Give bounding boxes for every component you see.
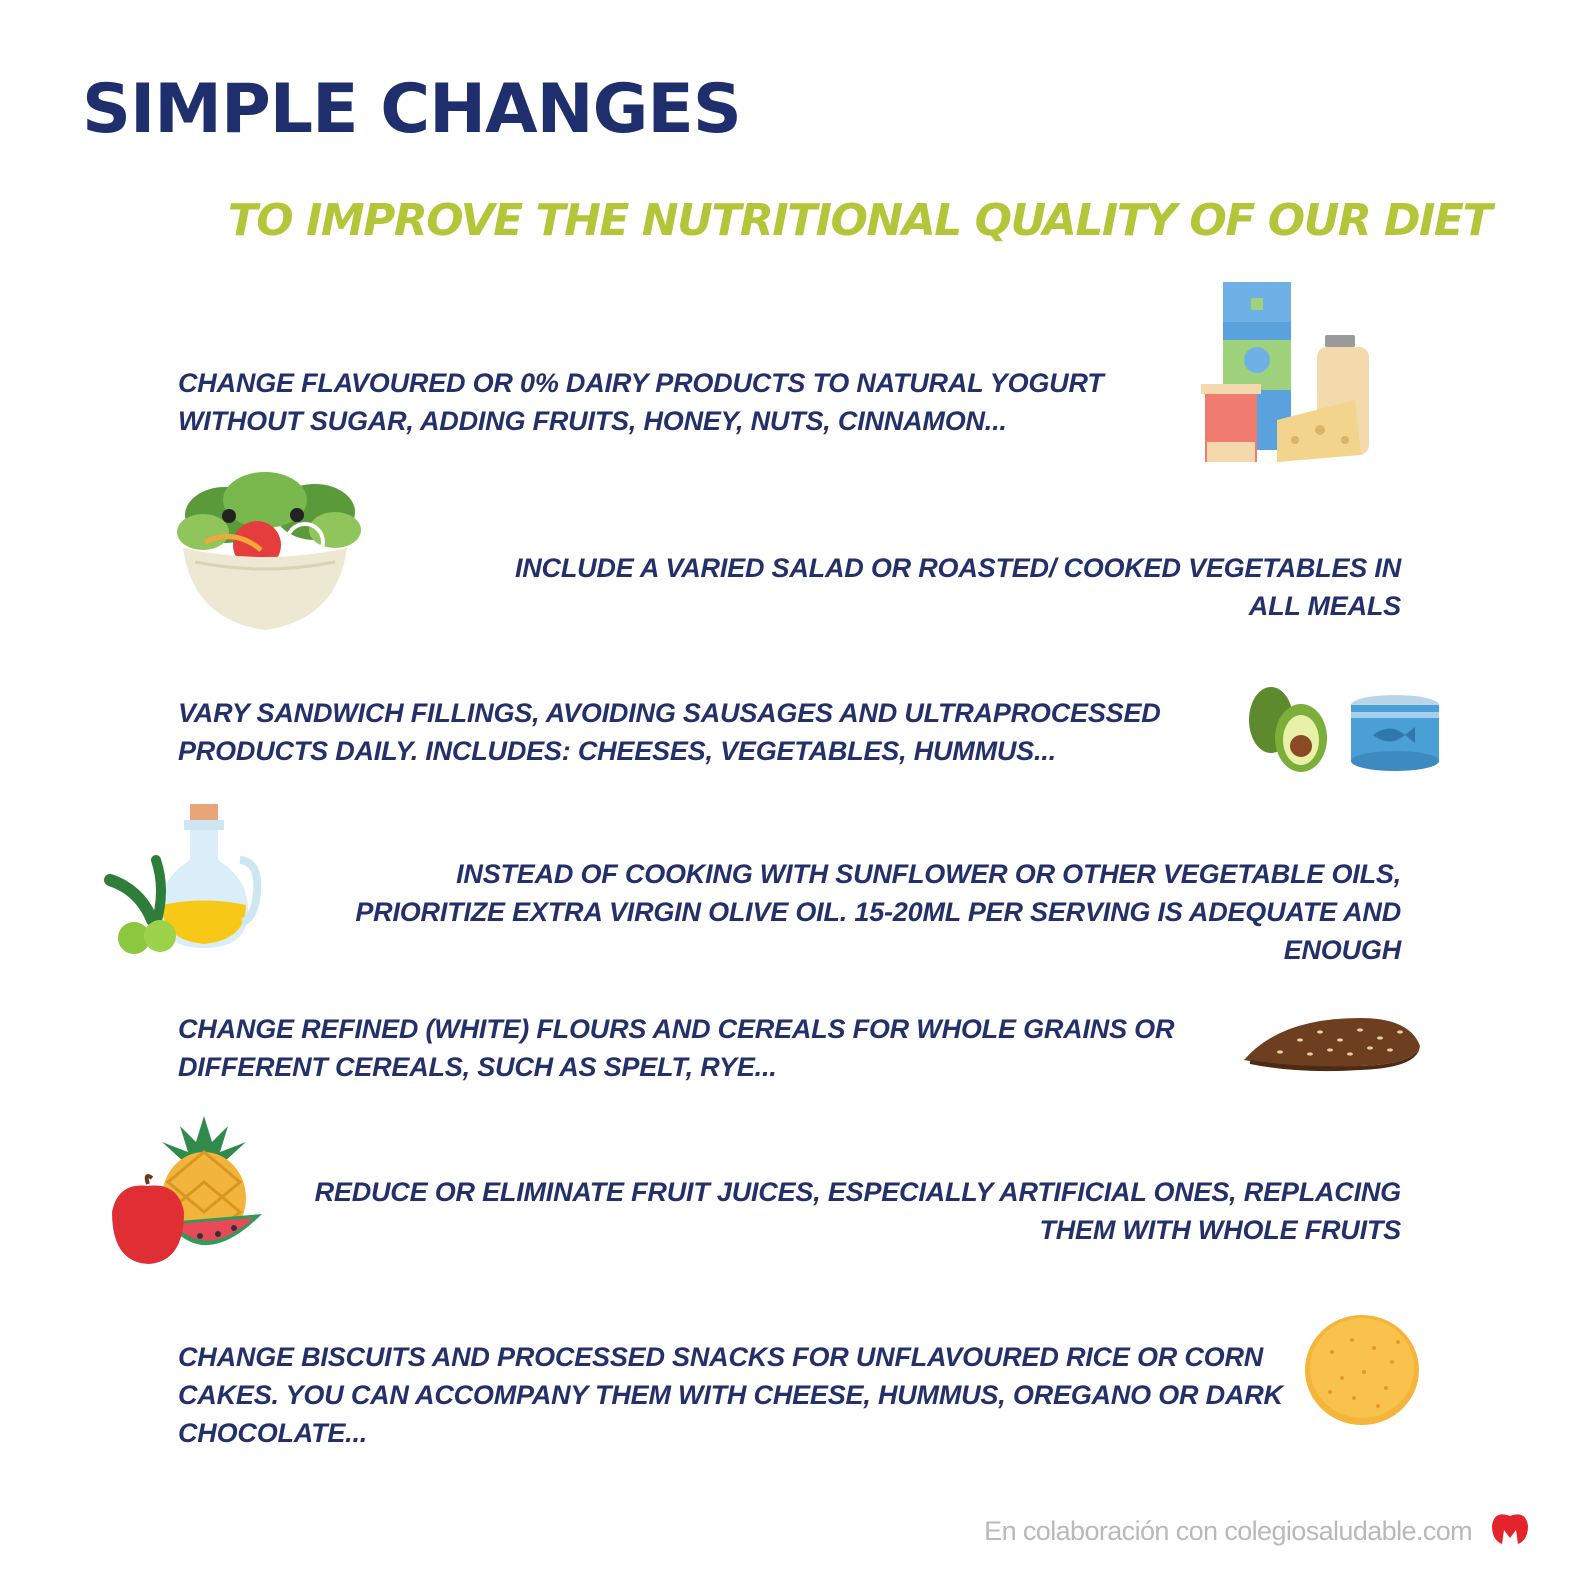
page-subtitle: TO IMPROVE THE NUTRITIONAL QUALITY OF OU…: [227, 195, 1493, 246]
salad-bowl-icon: [177, 472, 361, 630]
tip-vegetables: INCLUDE A VARIED SALAD OR ROASTED/ COOKE…: [514, 553, 1401, 621]
dairy-products-icon: [1201, 282, 1369, 462]
avocado-tuna-can-icon: [1249, 687, 1439, 772]
tip-rice-cakes: CHANGE BISCUITS AND PROCESSED SNACKS FOR…: [178, 1342, 1283, 1448]
tip-olive-oil: INSTEAD OF COOKING WITH SUNFLOWER OR OTH…: [355, 859, 1401, 965]
tip-dairy: CHANGE FLAVOURED OR 0% DAIRY PRODUCTS TO…: [178, 368, 1104, 436]
tip-sandwich: VARY SANDWICH FILLINGS, AVOIDING SAUSAGE…: [178, 698, 1161, 766]
tip-fruit-juices: REDUCE OR ELIMINATE FRUIT JUICES, ESPECI…: [314, 1177, 1402, 1245]
footer-credit: En colaboración con colegiosaludable.com: [984, 1516, 1472, 1546]
colegio-saludable-logo-icon: [1492, 1514, 1528, 1544]
rice-cake-icon: [1305, 1315, 1419, 1425]
whole-grain-bread-icon: [1244, 1018, 1420, 1072]
tip-whole-grains: CHANGE REFINED (WHITE) FLOURS AND CEREAL…: [178, 1014, 1175, 1082]
fruits-icon: [112, 1116, 262, 1264]
page-title: SIMPLE CHANGES: [82, 70, 742, 149]
olive-oil-bottle-icon: [104, 804, 262, 954]
